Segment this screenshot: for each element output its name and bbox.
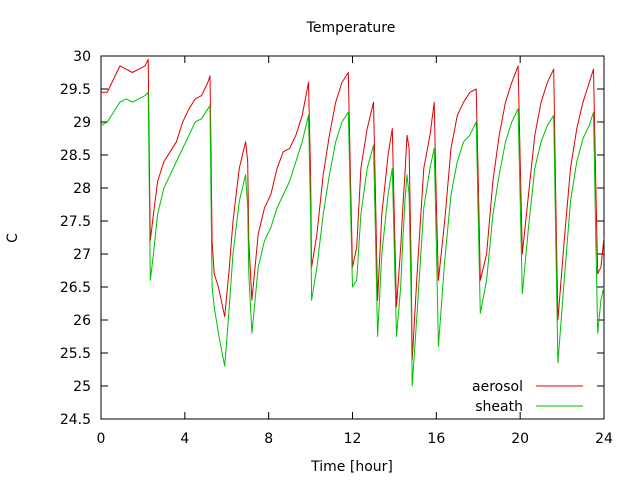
chart-title: Temperature	[306, 20, 396, 36]
y-tick-label: 24.5	[60, 412, 91, 428]
legend: aerosol sheath	[472, 379, 583, 415]
y-axis-label: C	[5, 233, 21, 243]
y-tick-label: 26.5	[60, 280, 91, 296]
y-tick-label: 28.5	[60, 148, 91, 164]
y-tick-label: 26	[73, 313, 91, 329]
y-tick-label: 27	[73, 247, 91, 263]
y-tick-label: 28	[73, 181, 91, 197]
legend-label-sheath: sheath	[475, 399, 523, 415]
x-tick-label: 20	[511, 431, 529, 447]
x-tick-label: 24	[595, 431, 613, 447]
x-tick-label: 16	[427, 431, 445, 447]
y-tick-label: 30	[73, 49, 91, 65]
x-axis-label: Time [hour]	[310, 459, 393, 475]
y-tick-label: 25	[73, 379, 91, 395]
legend-label-aerosol: aerosol	[472, 379, 523, 395]
x-tick-label: 0	[97, 431, 106, 447]
x-tick-label: 8	[264, 431, 273, 447]
y-tick-label: 27.5	[60, 214, 91, 230]
x-tick-label: 4	[180, 431, 189, 447]
y-tick-label: 29	[73, 115, 91, 131]
series-line-sheath	[100, 91, 605, 387]
series-line-aerosol	[101, 58, 605, 361]
y-tick-label: 29.5	[60, 82, 91, 98]
plot-area: 0 4 8 12 16 20 24 24.5 25 25.5 26 26.5 27 27.5 28 28.5 2…	[60, 49, 613, 447]
y-tick-label: 25.5	[60, 346, 91, 362]
x-tick-label: 12	[344, 431, 362, 447]
